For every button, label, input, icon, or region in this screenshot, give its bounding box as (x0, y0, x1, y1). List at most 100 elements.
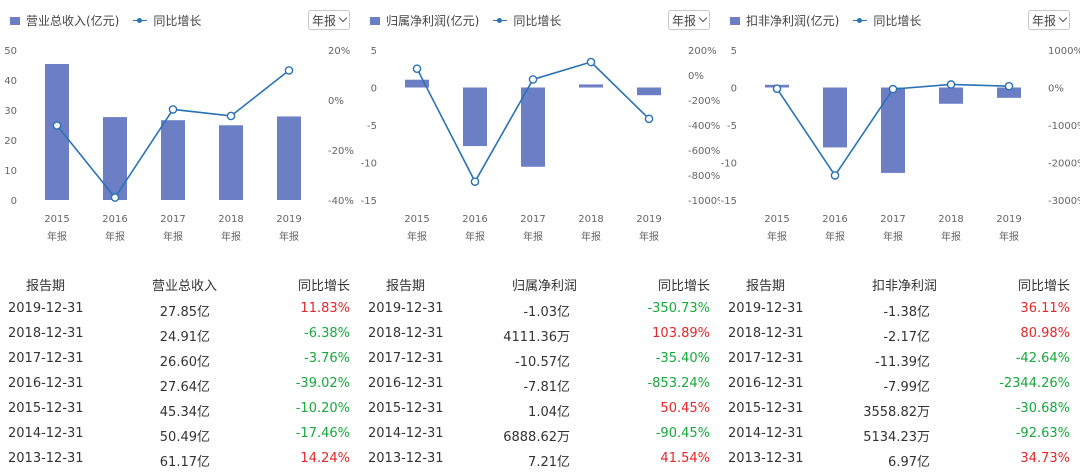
growth-point (110, 193, 120, 202)
right-axis-tick-label: -800% (688, 171, 720, 182)
growth-cell: -35.40% (655, 351, 710, 366)
growth-cell: 11.83% (300, 301, 350, 316)
growth-point (470, 177, 480, 186)
growth-cell: -17.46% (295, 426, 350, 441)
chart-legend: 归属净利润(亿元) 同比增长 (370, 12, 561, 29)
left-axis-tick-label: 40 (4, 76, 17, 87)
x-axis-year-label: 2018 (578, 214, 603, 225)
table-header: 报告期 营业总收入 同比增长 (0, 272, 360, 294)
table-row: 2013-12-31 61.17亿 14.24% (0, 447, 360, 472)
right-axis-tick-label: 200% (688, 46, 717, 57)
right-axis-tick-label: -40% (328, 196, 354, 207)
value-cell: 5134.23万 (863, 430, 930, 445)
x-axis-period-label: 年报 (105, 230, 125, 243)
growth-cell: -350.73% (647, 301, 710, 316)
left-axis-tick-label: -5 (727, 121, 737, 132)
right-axis-tick-label: -1000% (1048, 121, 1080, 132)
period-cell: 2017-12-31 (368, 351, 444, 366)
period-cell: 2013-12-31 (728, 451, 804, 466)
growth-cell: -853.24% (647, 376, 710, 391)
period-cell: 2018-12-31 (8, 326, 84, 341)
table-header: 报告期 扣非净利润 同比增长 (720, 272, 1080, 294)
period-cell: 2015-12-31 (728, 401, 804, 416)
x-axis-period-label: 年报 (581, 230, 601, 243)
period-cell: 2019-12-31 (8, 301, 84, 316)
bar (405, 79, 429, 88)
dropdown-value: 年报 (671, 13, 696, 28)
bar (939, 87, 963, 104)
right-axis-tick-label: -200% (688, 96, 720, 107)
growth-cell: -92.63% (1015, 426, 1070, 441)
period-cell: 2015-12-31 (368, 401, 444, 416)
x-axis-year-label: 2015 (404, 214, 429, 225)
bar (637, 87, 661, 96)
table-row: 2019-12-31 27.85亿 11.83% (0, 297, 360, 322)
period-cell: 2014-12-31 (368, 426, 444, 441)
bar (45, 63, 69, 201)
value-cell: 4111.36万 (503, 330, 570, 345)
net-profit-panel: 归属净利润(亿元) 同比增长 年报 -15-10-505-1000%-800%-… (360, 0, 720, 472)
x-axis-period-label: 年报 (221, 230, 241, 243)
table-row: 2015-12-31 45.34亿 -10.20% (0, 397, 360, 422)
period-cell: 2014-12-31 (8, 426, 84, 441)
growth-point (1004, 81, 1014, 91)
left-axis-tick-label: -15 (361, 196, 377, 207)
table-row: 2017-12-31 -10.57亿 -35.40% (360, 347, 720, 372)
value-cell: 7.21亿 (528, 455, 570, 470)
report-type-dropdown[interactable]: 年报 (308, 10, 350, 30)
value-cell: 26.60亿 (159, 355, 210, 370)
right-axis-tick-label: 0% (328, 96, 344, 107)
table-row: 2013-12-31 7.21亿 41.54% (360, 447, 720, 472)
header-period: 报告期 (746, 279, 786, 294)
period-cell: 2017-12-31 (8, 351, 84, 366)
left-axis-tick-label: 0 (11, 196, 17, 207)
report-type-dropdown[interactable]: 年报 (1028, 10, 1070, 30)
right-axis-tick-label: -20% (328, 146, 354, 157)
growth-cell: 50.45% (660, 401, 710, 416)
x-axis-period-label: 年报 (883, 230, 903, 243)
table-row: 2016-12-31 27.64亿 -39.02% (0, 372, 360, 397)
left-axis-tick-label: -10 (721, 159, 737, 170)
line-legend-marker-icon (853, 17, 868, 25)
line-legend-label: 同比增长 (153, 14, 202, 28)
period-cell: 2017-12-31 (728, 351, 804, 366)
bar-legend-swatch (370, 16, 380, 25)
growth-cell: -42.64% (1015, 351, 1070, 366)
table-row: 2016-12-31 -7.99亿 -2344.26% (720, 372, 1080, 397)
table-row: 2014-12-31 50.49亿 -17.46% (0, 422, 360, 447)
x-axis-year-label: 2016 (462, 214, 487, 225)
growth-point (644, 114, 654, 124)
x-axis-period-label: 年报 (767, 230, 787, 243)
left-axis-tick-label: 20 (4, 136, 17, 147)
table-row: 2019-12-31 -1.03亿 -350.73% (360, 297, 720, 322)
x-axis-period-label: 年报 (279, 230, 299, 243)
bar (219, 125, 243, 200)
deducted-profit-chart: -15 -10 -5 0 5 -3000% -2000% -1000% 0% 1000% 2015 年… (721, 46, 1080, 243)
x-axis-year-label: 2019 (996, 214, 1021, 225)
left-axis-tick-label: 5 (371, 46, 377, 57)
header-metric: 归属净利润 (512, 279, 578, 294)
bar-legend-label: 营业总收入(亿元) (26, 14, 120, 28)
net-profit-chart: -15 -10 -5 0 5 -1000% -800% -600% -400% -200% 0% 20… (361, 46, 720, 243)
report-type-dropdown[interactable]: 年报 (668, 10, 710, 30)
dropdown-value: 年报 (1031, 13, 1056, 28)
table-row: 2016-12-31 -7.81亿 -853.24% (360, 372, 720, 397)
left-axis-tick-label: 0 (371, 84, 377, 95)
table-row: 2018-12-31 4111.36万 103.89% (360, 322, 720, 347)
period-cell: 2019-12-31 (368, 301, 444, 316)
growth-cell: 41.54% (660, 451, 710, 466)
bar (463, 87, 487, 147)
growth-point (52, 121, 62, 130)
x-axis-period-label: 年报 (523, 230, 543, 243)
value-cell: 61.17亿 (159, 455, 210, 470)
period-cell: 2013-12-31 (8, 451, 84, 466)
period-cell: 2016-12-31 (368, 376, 444, 391)
growth-cell: -3.76% (304, 351, 350, 366)
growth-point (168, 105, 178, 114)
x-axis-year-label: 2015 (764, 214, 789, 225)
left-axis-tick-label: 10 (4, 166, 17, 177)
growth-cell: -30.68% (1015, 401, 1070, 416)
value-cell: 50.49亿 (159, 430, 210, 445)
dropdown-value: 年报 (311, 13, 336, 28)
x-axis-period-label: 年报 (407, 230, 427, 243)
